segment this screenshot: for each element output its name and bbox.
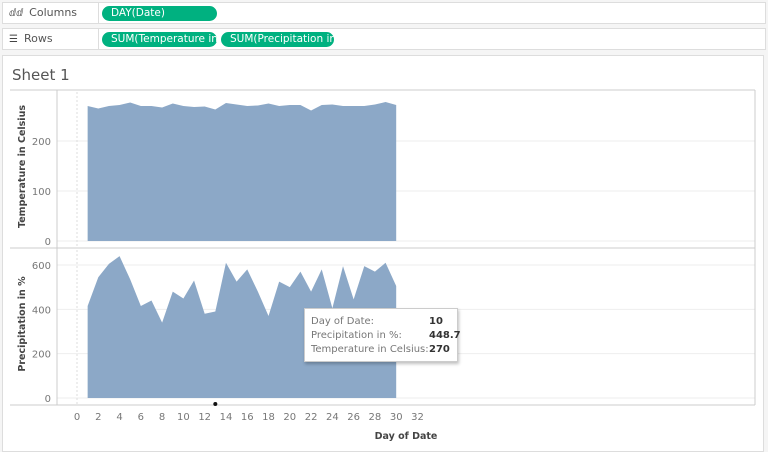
x-tick-label: 20	[283, 412, 296, 423]
rows-shelf: ☰ Rows SUM(Temperature in.. SUM(Precipita…	[2, 28, 766, 50]
x-tick-label: 12	[198, 412, 211, 423]
x-tick-label: 24	[326, 412, 339, 423]
y-tick-label: 100	[32, 187, 51, 198]
y-tick-label: 600	[32, 261, 51, 272]
x-tick-label: 8	[159, 412, 165, 423]
rows-label: ☰ Rows	[3, 29, 99, 49]
y-axis-title: Precipitation in %	[17, 276, 28, 372]
pill-day-date[interactable]: DAY(Date)	[102, 6, 217, 21]
tooltip: Day of Date: 10 Precipitation in %: 448.7 …	[304, 308, 461, 362]
x-tick-label: 10	[177, 412, 190, 423]
y-tick-label: 0	[45, 237, 51, 248]
pill-sum-precipitation[interactable]: SUM(Precipitation in ..	[221, 32, 334, 47]
y-axis-title: Temperature in Celsius	[17, 105, 28, 228]
hover-mark	[213, 402, 218, 406]
rows-icon: ☰	[9, 34, 18, 45]
x-tick-label: 2	[95, 412, 101, 423]
x-tick-label: 22	[305, 412, 318, 423]
y-tick-label: 200	[32, 137, 51, 148]
tooltip-row: Precipitation in %: 448.7	[311, 330, 461, 341]
columns-label: ⅆⅆ Columns	[3, 3, 99, 23]
tooltip-row: Day of Date: 10	[311, 316, 443, 327]
x-tick-label: 0	[74, 412, 80, 423]
x-tick-label: 26	[347, 412, 360, 423]
x-tick-label: 16	[241, 412, 254, 423]
area-series	[87, 256, 397, 398]
x-tick-label: 4	[116, 412, 122, 423]
pill-sum-temperature[interactable]: SUM(Temperature in..	[102, 32, 217, 47]
x-tick-label: 6	[138, 412, 144, 423]
sheet-title: Sheet 1	[12, 66, 70, 84]
y-tick-label: 0	[45, 394, 51, 405]
x-tick-label: 14	[220, 412, 233, 423]
x-tick-label: 18	[262, 412, 275, 423]
area-series	[87, 102, 397, 241]
tooltip-row: Temperature in Celsius: 270	[311, 344, 450, 355]
x-tick-label: 28	[369, 412, 382, 423]
columns-shelf: ⅆⅆ Columns DAY(Date)	[2, 2, 766, 24]
x-tick-label: 32	[411, 412, 424, 423]
columns-icon: ⅆⅆ	[9, 8, 24, 19]
y-tick-label: 200	[32, 350, 51, 361]
x-tick-label: 30	[390, 412, 403, 423]
y-tick-label: 400	[32, 305, 51, 316]
x-axis-title: Day of Date	[375, 431, 438, 442]
